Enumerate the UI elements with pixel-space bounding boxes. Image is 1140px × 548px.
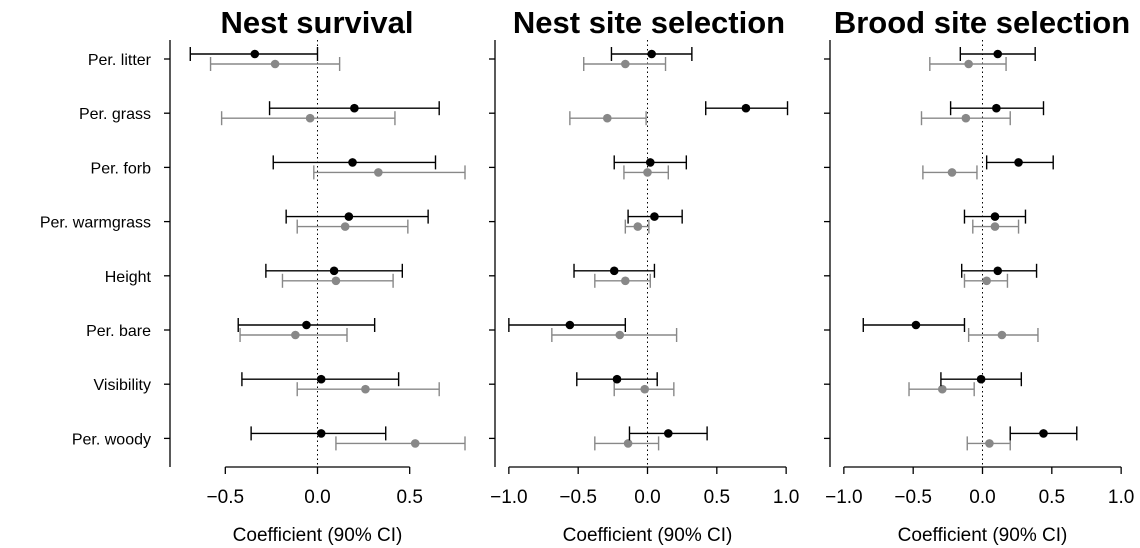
ytick-label: Per. grass <box>79 106 151 123</box>
xtick-label: 0.5 <box>1039 487 1065 508</box>
estimate-point <box>305 113 315 123</box>
estimate-point <box>348 158 357 167</box>
estimate-point <box>609 266 619 276</box>
estimate-point <box>964 59 973 69</box>
estimate-point <box>1039 429 1048 438</box>
estimate-point <box>612 374 622 384</box>
estimate-point <box>990 222 1000 231</box>
estimate-point <box>344 212 354 221</box>
ytick-label: Height <box>105 269 152 286</box>
estimate-point <box>410 439 420 448</box>
estimate-point <box>316 429 326 438</box>
estimate-point <box>615 330 625 340</box>
estimate-point <box>993 49 1003 59</box>
estimate-point <box>1014 158 1023 167</box>
estimate-point <box>640 384 650 394</box>
panel-title: Brood site selection <box>834 5 1130 40</box>
x-axis-label: Coefficient (90% CI) <box>898 525 1068 546</box>
estimate-point <box>911 320 921 330</box>
estimate-point <box>302 320 311 330</box>
estimate-point <box>331 276 341 286</box>
estimate-point <box>647 49 656 59</box>
estimate-point <box>361 384 370 394</box>
estimate-point <box>650 212 659 221</box>
xtick-label: −0.5 <box>894 487 932 508</box>
estimate-point <box>990 212 1000 221</box>
xtick-label: 0.5 <box>396 487 422 508</box>
xtick-label: −0.5 <box>207 487 245 508</box>
estimate-point <box>741 103 751 113</box>
estimate-point <box>565 320 575 330</box>
estimate-point <box>374 168 383 177</box>
estimate-point <box>993 266 1003 276</box>
ytick-label: Per. warmgrass <box>40 215 151 232</box>
estimate-point <box>937 384 947 394</box>
estimate-point <box>340 222 350 231</box>
panel-title: Nest survival <box>221 5 414 40</box>
estimate-point <box>316 374 326 384</box>
estimate-point <box>663 429 673 438</box>
estimate-point <box>621 276 630 286</box>
xtick-label: 1.0 <box>1108 487 1134 508</box>
estimate-point <box>329 266 339 276</box>
estimate-point <box>602 113 612 123</box>
x-axis-label: Coefficient (90% CI) <box>233 525 403 546</box>
xtick-label: −1.0 <box>825 487 863 508</box>
estimate-point <box>976 374 986 384</box>
estimate-point <box>270 59 280 69</box>
ytick-label: Visibility <box>94 377 152 394</box>
xtick-label: 0.0 <box>304 487 330 508</box>
estimate-point <box>645 158 655 167</box>
xtick-label: −1.0 <box>490 487 528 508</box>
ytick-label: Per. litter <box>88 52 152 69</box>
xtick-label: 0.5 <box>704 487 730 508</box>
estimate-point <box>633 222 643 231</box>
xtick-label: 0.0 <box>634 487 660 508</box>
estimate-point <box>961 113 971 123</box>
estimate-point <box>291 330 300 340</box>
estimate-point <box>992 103 1001 113</box>
estimate-point <box>997 330 1007 340</box>
estimate-point <box>250 49 260 59</box>
xtick-label: 0.0 <box>969 487 995 508</box>
panel-title: Nest site selection <box>513 5 785 40</box>
estimate-point <box>985 439 994 448</box>
ytick-label: Per. forb <box>91 160 152 177</box>
xtick-label: 1.0 <box>773 487 799 508</box>
estimate-point <box>623 439 633 448</box>
x-axis-label: Coefficient (90% CI) <box>563 525 733 546</box>
estimate-point <box>982 276 991 286</box>
estimate-point <box>350 103 359 113</box>
estimate-point <box>621 59 630 69</box>
ytick-label: Per. bare <box>86 323 151 340</box>
ytick-label: Per. woody <box>72 431 151 448</box>
estimate-point <box>947 168 957 177</box>
xtick-label: −0.5 <box>559 487 597 508</box>
estimate-point <box>643 168 652 177</box>
